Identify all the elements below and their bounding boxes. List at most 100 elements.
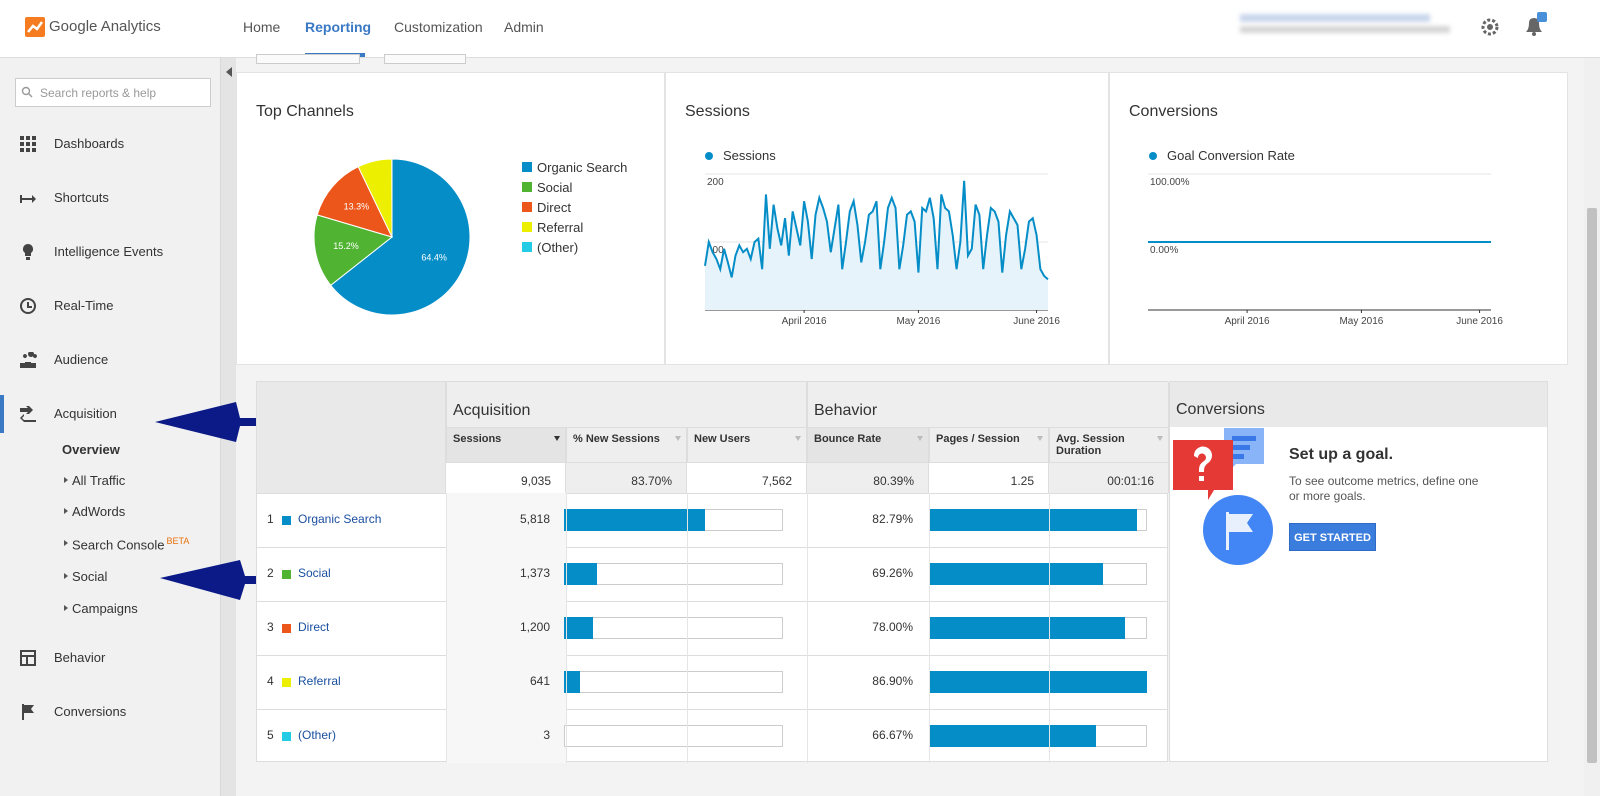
bounce-bar xyxy=(929,509,1137,531)
settings-icon[interactable] xyxy=(1480,17,1500,37)
legend-swatch xyxy=(522,162,532,172)
x-tick-label: June 2016 xyxy=(1456,316,1503,327)
sessions-bar xyxy=(564,617,594,639)
collapse-bar[interactable] xyxy=(220,58,236,796)
legend-label: Organic Search xyxy=(537,160,627,175)
column-header[interactable]: Sessions xyxy=(446,427,566,463)
account-blur xyxy=(1240,26,1450,33)
sidebar-item[interactable]: Real-Time xyxy=(54,298,114,313)
sidebar-subitem[interactable]: Campaigns xyxy=(72,601,138,616)
row-separator xyxy=(257,493,1167,494)
nav-icon xyxy=(20,406,36,422)
sessions-value: 3 xyxy=(543,728,550,742)
column-header[interactable]: Avg. Session Duration xyxy=(1049,427,1169,463)
chart-title: Top Channels xyxy=(256,103,354,120)
column-header[interactable]: New Users xyxy=(687,427,807,463)
pie-slice xyxy=(330,158,471,316)
row-sessions-bg xyxy=(446,493,566,547)
nav-icon xyxy=(20,352,37,368)
row-sessions-bg xyxy=(446,601,566,655)
x-tick-label: June 2016 xyxy=(1013,316,1060,327)
column-header[interactable]: % New Sessions xyxy=(566,427,687,463)
nav-link[interactable]: Customization xyxy=(394,19,483,35)
sort-indicator xyxy=(1037,436,1043,441)
y-tick-label: 100.00% xyxy=(1150,177,1190,188)
search-box[interactable]: Search reports & help xyxy=(15,78,211,107)
chart: Conversions Goal Conversion Rate 0.00% 100.… xyxy=(1129,103,1503,327)
column-divider xyxy=(1049,493,1050,763)
icon-shape xyxy=(20,650,36,666)
channel-link[interactable]: Direct xyxy=(298,620,330,634)
tab[interactable] xyxy=(256,54,360,64)
sidebar-item[interactable]: Audience xyxy=(54,352,109,367)
legend-swatch xyxy=(522,222,532,232)
channel-link[interactable]: Social xyxy=(298,566,331,580)
sidebar-item[interactable]: Dashboards xyxy=(54,136,125,151)
legend-swatch xyxy=(522,202,532,212)
sessions-value: 5,818 xyxy=(519,512,550,526)
subitem-label: All Traffic xyxy=(72,473,126,488)
nav-icon xyxy=(22,704,34,720)
subitem-label: Campaigns xyxy=(72,601,138,616)
sidebar-subitem[interactable]: All Traffic xyxy=(72,473,125,488)
bubble-lines xyxy=(1232,436,1256,459)
tab[interactable] xyxy=(384,54,466,64)
logo-icon xyxy=(25,17,45,37)
channel-link[interactable]: Referral xyxy=(298,674,341,688)
total-cell: 80.39% xyxy=(807,463,929,493)
chart: Sessions Sessions 100 200 April 2016 May 2016… xyxy=(685,103,1060,327)
sidebar-item[interactable]: Behavior xyxy=(54,650,106,665)
row-rank: 4 xyxy=(267,674,274,688)
header: Google Analytics Home Reporting Customizat… xyxy=(0,0,1600,58)
data-table: Acquisition Behavior Sessions% New Session… xyxy=(256,381,1169,763)
sidebar-item[interactable]: Acquisition xyxy=(54,406,117,421)
sidebar-item[interactable]: Intelligence Events xyxy=(54,244,164,259)
scrollbar[interactable] xyxy=(1584,58,1600,796)
row-sessions-bg xyxy=(446,655,566,709)
notifications-icon[interactable] xyxy=(1522,12,1548,38)
x-tick-label: April 2016 xyxy=(782,316,827,327)
active-indicator xyxy=(0,395,4,433)
icon-shape xyxy=(20,136,36,152)
sidebar-subitem[interactable]: AdWords xyxy=(72,504,125,519)
y-tick-label: 200 xyxy=(707,177,724,188)
bounce-value: 86.90% xyxy=(872,674,913,688)
column-divider xyxy=(687,493,688,763)
sidebar-item[interactable]: Conversions xyxy=(54,704,127,719)
icon-shape xyxy=(20,298,36,314)
row-separator xyxy=(257,709,1167,710)
bounce-value: 66.67% xyxy=(872,728,913,742)
column-header[interactable]: Bounce Rate xyxy=(807,427,929,463)
get-started-button[interactable]: GET STARTED xyxy=(1289,523,1376,551)
nav-icon xyxy=(20,650,36,666)
flag xyxy=(1226,512,1253,550)
row-separator xyxy=(257,601,1167,602)
sidebar-subitem[interactable]: Overview xyxy=(62,442,120,457)
chart-panel xyxy=(1109,72,1568,365)
nav-link[interactable]: Home xyxy=(243,19,281,35)
expand-arrow xyxy=(64,508,68,514)
goal-panel: Conversions Set up a goal. To see outcome … xyxy=(1169,381,1548,762)
nav-icon xyxy=(20,195,36,203)
sidebar-subitem[interactable]: Search Console BETA xyxy=(72,536,189,552)
bounce-bar xyxy=(929,671,1147,693)
legend-label: Sessions xyxy=(723,148,776,163)
chart: Top Channels 64.4% 15.2% 13.3% Organic Searc… xyxy=(256,103,627,316)
icon-shape xyxy=(20,195,36,203)
bounce-bar xyxy=(929,563,1103,585)
sort-indicator xyxy=(675,436,681,441)
column-header[interactable]: Pages / Session xyxy=(929,427,1049,463)
nav-link[interactable]: Admin xyxy=(504,19,544,35)
scrollbar-thumb[interactable] xyxy=(1587,208,1597,763)
sidebar-subitem[interactable]: Social xyxy=(72,569,107,584)
channel-link[interactable]: Organic Search xyxy=(298,512,382,526)
x-tick-label: May 2016 xyxy=(896,316,940,327)
series-line xyxy=(704,180,1049,281)
search-placeholder: Search reports & help xyxy=(40,86,157,100)
channel-link[interactable]: (Other) xyxy=(298,728,337,742)
sidebar-item[interactable]: Shortcuts xyxy=(54,190,109,205)
nav-link[interactable]: Reporting xyxy=(305,19,372,35)
sort-indicator xyxy=(917,436,923,441)
row-separator xyxy=(257,655,1167,656)
icon-shape xyxy=(20,406,36,422)
